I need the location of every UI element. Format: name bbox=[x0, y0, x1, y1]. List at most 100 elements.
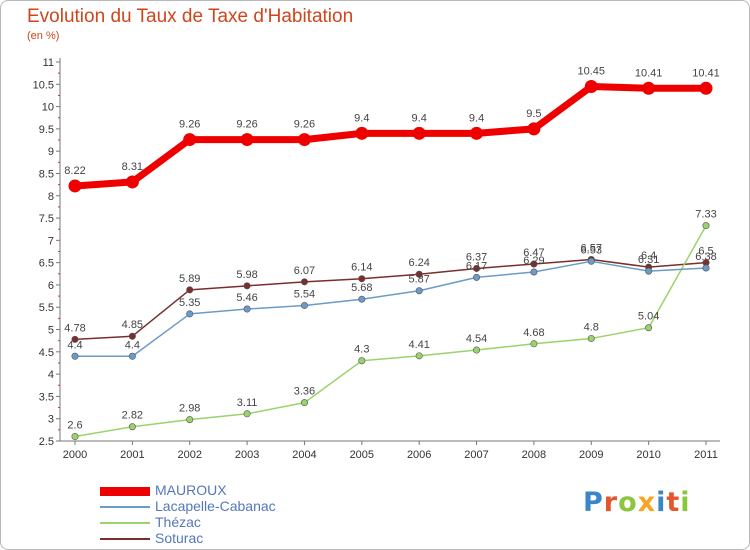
x-tick-label: 2002 bbox=[177, 449, 201, 461]
data-label: 4.85 bbox=[122, 319, 143, 331]
data-label: 5.87 bbox=[408, 274, 429, 286]
data-point bbox=[645, 324, 653, 332]
data-label: 4.41 bbox=[408, 339, 429, 351]
data-point bbox=[71, 352, 79, 360]
y-tick-label: 6 bbox=[48, 280, 54, 292]
data-point bbox=[240, 133, 254, 147]
data-label: 6.47 bbox=[523, 247, 544, 259]
series-line-2 bbox=[74, 225, 707, 438]
legend-label: Lacapelle-Cabanac bbox=[155, 498, 276, 514]
data-label: 4.8 bbox=[584, 321, 599, 333]
data-point bbox=[71, 335, 79, 343]
data-point bbox=[125, 175, 139, 189]
y-tick-label: 6.5 bbox=[39, 258, 54, 270]
x-tick-label: 2005 bbox=[350, 449, 374, 461]
x-tick-label: 2010 bbox=[636, 449, 660, 461]
y-tick-label: 7.5 bbox=[39, 213, 54, 225]
data-point bbox=[186, 310, 194, 318]
data-point bbox=[128, 352, 136, 360]
x-tick-label: 2004 bbox=[292, 449, 316, 461]
data-point bbox=[358, 357, 366, 365]
data-label: 10.41 bbox=[692, 67, 720, 79]
data-label: 6.24 bbox=[408, 257, 429, 269]
legend-swatch bbox=[100, 522, 150, 524]
data-point bbox=[128, 332, 136, 340]
data-point bbox=[186, 416, 194, 424]
data-point bbox=[415, 270, 423, 278]
data-point bbox=[702, 222, 710, 230]
x-tick-label: 2009 bbox=[579, 449, 603, 461]
data-point bbox=[473, 264, 481, 272]
data-point bbox=[415, 352, 423, 360]
data-label: 9.26 bbox=[294, 119, 315, 131]
data-label: 9.26 bbox=[236, 119, 257, 131]
proxiti-logo: Proxiti bbox=[583, 487, 691, 518]
y-tick-label: 11 bbox=[43, 57, 54, 69]
data-point bbox=[530, 340, 538, 348]
data-point bbox=[243, 410, 251, 418]
data-label: 9.4 bbox=[354, 112, 369, 124]
legend-label: Thézac bbox=[155, 514, 201, 530]
series-line-3 bbox=[74, 258, 707, 341]
data-point bbox=[355, 126, 369, 140]
data-point bbox=[587, 334, 595, 342]
data-point bbox=[702, 264, 710, 272]
data-label: 6.14 bbox=[351, 262, 372, 274]
data-label: 6.53 bbox=[581, 244, 602, 256]
data-label: 6.07 bbox=[294, 265, 315, 277]
data-point bbox=[415, 287, 423, 295]
line-chart: 2.533.544.555.566.577.588.599.51010.5112… bbox=[33, 57, 720, 461]
legend-swatch bbox=[100, 486, 150, 496]
data-point bbox=[473, 346, 481, 354]
y-tick-label: 3.5 bbox=[39, 391, 54, 403]
data-label: 6.17 bbox=[466, 260, 487, 272]
series-line-0 bbox=[74, 83, 706, 190]
data-label: 7.33 bbox=[695, 209, 716, 221]
y-tick-label: 4.5 bbox=[39, 347, 54, 359]
x-tick-label: 2011 bbox=[694, 449, 718, 461]
data-label: 6.38 bbox=[695, 251, 716, 263]
data-point bbox=[358, 275, 366, 283]
data-label: 6.29 bbox=[523, 255, 544, 267]
data-point bbox=[473, 273, 481, 281]
data-label: 6.4 bbox=[641, 250, 656, 262]
data-point bbox=[358, 295, 366, 303]
data-label: 5.68 bbox=[351, 282, 372, 294]
data-point bbox=[68, 179, 82, 193]
legend-label: Soturac bbox=[155, 530, 204, 546]
data-label: 4.78 bbox=[64, 322, 85, 334]
data-label: 2.82 bbox=[122, 410, 143, 422]
data-point bbox=[300, 399, 308, 407]
data-point bbox=[183, 133, 197, 147]
data-point bbox=[186, 286, 194, 294]
data-point bbox=[128, 423, 136, 431]
data-label: 8.22 bbox=[64, 165, 85, 177]
chart-subtitle: (en %) bbox=[27, 30, 60, 42]
data-label: 5.46 bbox=[236, 292, 257, 304]
y-tick-label: 8.5 bbox=[39, 168, 54, 180]
data-label: 6.5 bbox=[698, 246, 713, 258]
legend-swatch bbox=[100, 538, 150, 540]
data-label: 5.04 bbox=[638, 311, 659, 323]
data-point bbox=[297, 133, 311, 147]
x-tick-label: 2007 bbox=[464, 449, 488, 461]
data-point bbox=[584, 80, 598, 94]
data-label: 9.4 bbox=[412, 112, 427, 124]
legend-label: MAUROUX bbox=[155, 482, 227, 498]
y-tick-label: 5.5 bbox=[39, 302, 54, 314]
data-point bbox=[243, 282, 251, 290]
data-point bbox=[587, 257, 595, 265]
legend-swatch bbox=[100, 506, 150, 508]
data-point bbox=[645, 267, 653, 275]
data-point bbox=[530, 268, 538, 276]
x-tick-label: 2003 bbox=[235, 449, 259, 461]
x-tick-label: 2000 bbox=[63, 449, 87, 461]
data-label: 2.6 bbox=[67, 420, 82, 432]
data-label: 4.68 bbox=[523, 327, 544, 339]
data-label: 9.4 bbox=[469, 112, 484, 124]
data-label: 6.31 bbox=[638, 254, 659, 266]
data-point bbox=[300, 301, 308, 309]
series-line-1 bbox=[75, 260, 707, 358]
x-tick-label: 2008 bbox=[522, 449, 546, 461]
x-tick-label: 2006 bbox=[407, 449, 431, 461]
